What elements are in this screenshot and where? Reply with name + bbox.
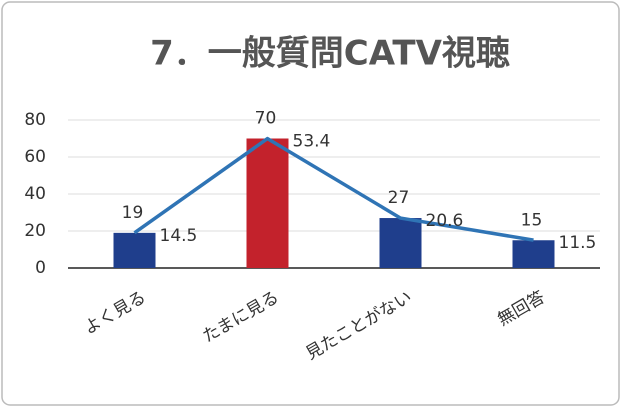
- y-tick-label: 80: [24, 110, 46, 130]
- bar: [512, 240, 555, 268]
- line-series: [133, 136, 534, 242]
- data-label: 11.5: [559, 233, 597, 253]
- bar: [379, 218, 422, 268]
- y-tick-label: 20: [24, 221, 46, 241]
- chart-title: 7．一般質問CATV視聴: [150, 34, 510, 74]
- chart-frame: [1, 1, 620, 406]
- data-label: 27: [388, 188, 410, 208]
- bar: [246, 138, 289, 268]
- y-tick-label: 60: [24, 147, 46, 167]
- data-label: 15: [521, 210, 543, 230]
- data-label: 53.4: [293, 132, 331, 152]
- y-tick-label: 0: [35, 258, 46, 278]
- data-label: 19: [122, 203, 144, 223]
- data-label: 70: [255, 109, 277, 129]
- data-label: 14.5: [160, 226, 198, 246]
- y-tick-label: 40: [24, 184, 46, 204]
- data-label: 20.6: [426, 211, 464, 231]
- bar: [113, 232, 156, 268]
